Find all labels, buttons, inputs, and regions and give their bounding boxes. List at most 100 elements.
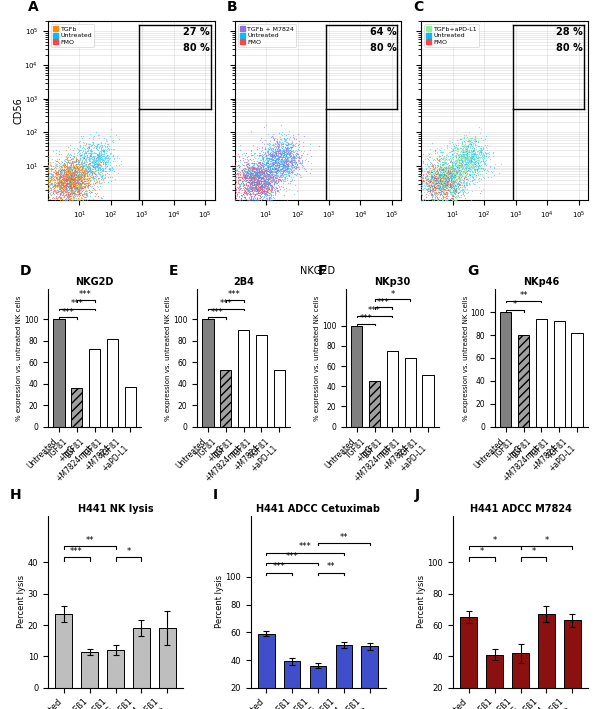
Point <box>88 165 97 177</box>
Point <box>280 133 290 145</box>
Point <box>455 179 464 191</box>
Point <box>65 177 74 188</box>
Text: 27 %: 27 % <box>183 27 209 37</box>
Point <box>433 159 442 170</box>
Point <box>247 178 256 189</box>
Point <box>233 183 243 194</box>
Point <box>71 184 81 196</box>
Point <box>67 174 76 185</box>
Point <box>473 174 483 185</box>
Point <box>448 153 457 164</box>
Point <box>233 149 242 160</box>
Point <box>91 155 100 166</box>
Point <box>256 181 265 192</box>
Point <box>60 183 70 194</box>
Point <box>251 180 260 191</box>
Point <box>62 179 72 190</box>
Point <box>230 160 239 171</box>
Point <box>448 159 457 170</box>
Point <box>259 191 269 203</box>
Point <box>435 169 445 181</box>
Point <box>73 155 82 166</box>
Point <box>451 167 461 179</box>
Point <box>247 157 257 169</box>
Point <box>466 155 475 166</box>
Point <box>454 183 464 194</box>
Point <box>293 152 303 163</box>
Point <box>263 174 273 185</box>
Point <box>250 162 260 173</box>
Point <box>271 172 280 184</box>
Point <box>53 172 62 183</box>
Point <box>271 152 280 164</box>
Point <box>65 174 74 185</box>
Point <box>59 184 69 196</box>
Point <box>52 167 62 179</box>
Point <box>64 180 73 191</box>
Point <box>106 147 115 159</box>
Point <box>448 178 458 189</box>
Point <box>262 192 271 203</box>
Point <box>423 194 433 206</box>
Point <box>246 174 256 186</box>
Point <box>277 126 287 138</box>
Point <box>461 169 470 180</box>
Point <box>447 173 457 184</box>
Point <box>291 164 301 175</box>
Point <box>43 181 53 192</box>
Point <box>65 165 75 177</box>
Point <box>61 178 70 189</box>
Point <box>254 175 263 186</box>
Point <box>254 179 263 190</box>
Point <box>230 172 239 184</box>
Point <box>255 180 265 191</box>
Point <box>471 150 481 162</box>
Point <box>52 166 61 177</box>
Point <box>95 183 104 194</box>
Point <box>102 160 112 172</box>
Point <box>261 152 271 164</box>
Point <box>50 178 60 189</box>
Point <box>453 151 463 162</box>
Point <box>470 146 480 157</box>
Point <box>102 143 112 155</box>
Point <box>437 175 446 186</box>
Point <box>257 166 266 177</box>
Point <box>56 176 65 187</box>
Point <box>257 175 266 186</box>
Point <box>62 172 72 184</box>
Point <box>74 165 84 177</box>
Point <box>268 174 278 185</box>
Point <box>255 174 265 186</box>
Point <box>248 160 258 171</box>
Point <box>428 191 437 202</box>
Point <box>257 165 267 177</box>
Point <box>445 186 454 197</box>
Point <box>274 159 283 170</box>
Point <box>242 169 252 181</box>
Point <box>86 172 95 183</box>
Point <box>60 164 70 175</box>
Point <box>451 152 461 164</box>
Point <box>252 162 262 173</box>
Point <box>74 188 84 199</box>
Point <box>260 179 270 190</box>
Point <box>263 160 272 172</box>
Point <box>276 161 286 172</box>
Point <box>269 177 278 188</box>
Point <box>259 176 269 187</box>
Point <box>240 171 250 182</box>
Point <box>65 190 75 201</box>
Point <box>51 191 61 202</box>
Point <box>451 184 460 196</box>
Point <box>285 150 295 162</box>
Point <box>264 177 274 188</box>
Point <box>65 182 75 194</box>
Point <box>451 159 460 170</box>
Point <box>254 172 264 183</box>
Point <box>269 150 279 161</box>
Point <box>91 157 100 168</box>
Point <box>64 192 73 203</box>
Point <box>52 166 61 177</box>
Point <box>485 160 494 172</box>
